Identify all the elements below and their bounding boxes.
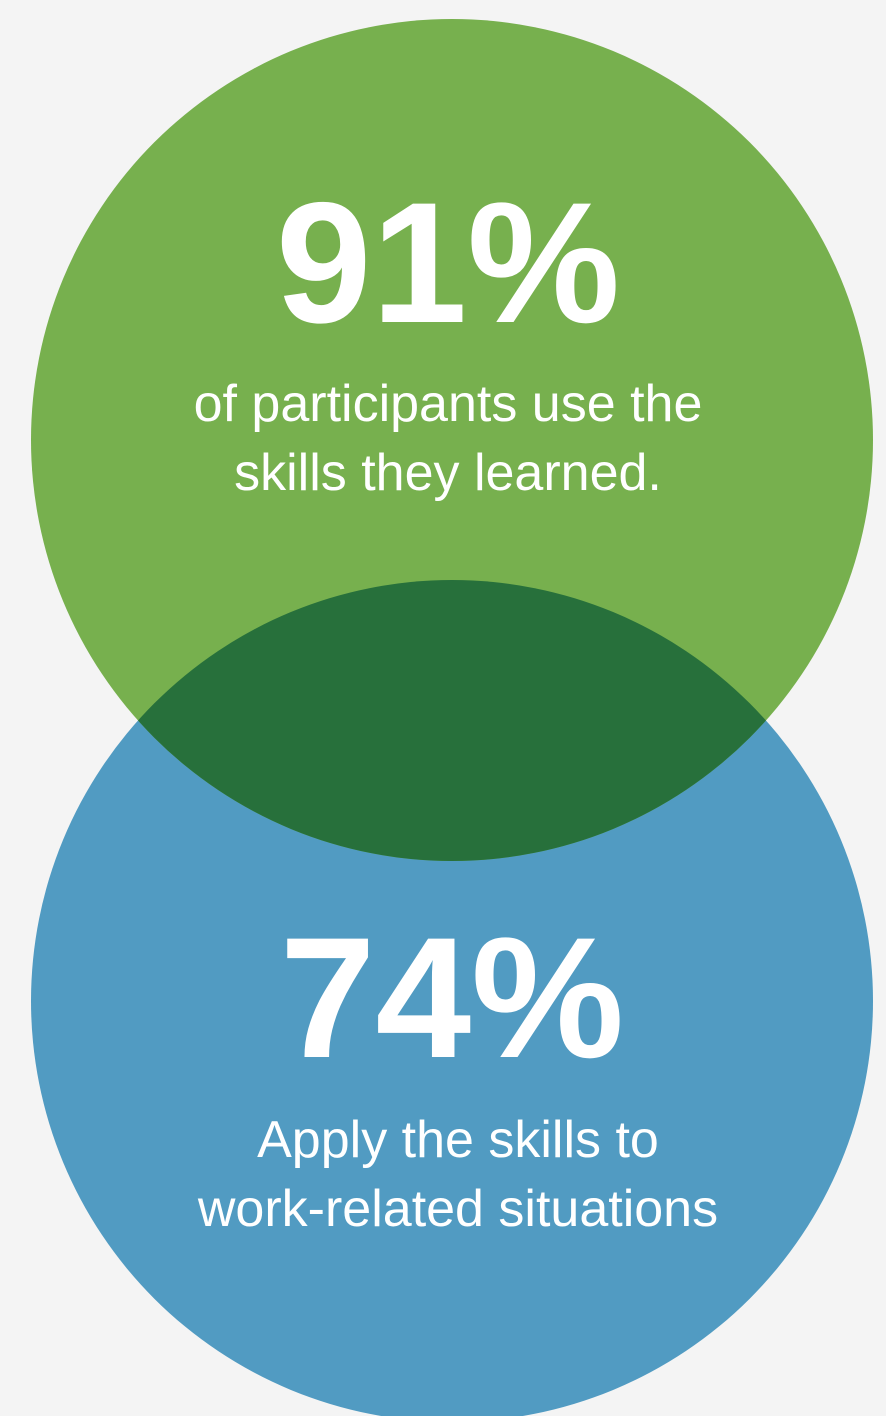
top-stat-caption-line2: skills they learned. bbox=[234, 444, 662, 502]
bottom-stat-caption-line2: work-related situations bbox=[197, 1180, 718, 1238]
top-stat-caption-line1: of participants use the bbox=[194, 375, 703, 433]
bottom-stat-caption-line1: Apply the skills to bbox=[257, 1111, 659, 1169]
overlap-region bbox=[31, 580, 873, 861]
top-stat-value: 91% bbox=[276, 167, 620, 359]
bottom-stat-value: 74% bbox=[280, 902, 624, 1094]
